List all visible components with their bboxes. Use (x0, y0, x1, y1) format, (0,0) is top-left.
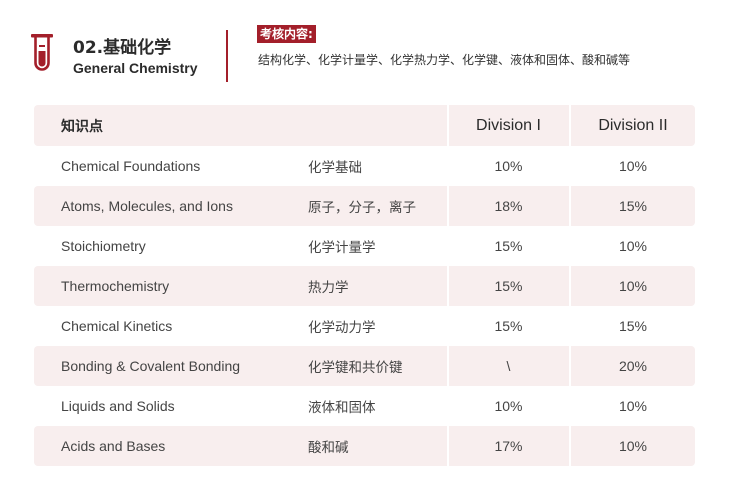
topic-english: Atoms, Molecules, and Ions (61, 198, 233, 214)
topics-table: 知识点 Division I Division II Chemical Foun… (34, 105, 695, 466)
division-2-weight: 10% (618, 278, 648, 294)
topic-english: Chemical Foundations (61, 158, 201, 174)
topic-english: Liquids and Solids (61, 398, 175, 414)
topic-chinese: 热力学 (308, 280, 349, 296)
table-row: Atoms, Molecules, and Ions 原子，分子，离子 18% 15% (34, 186, 695, 226)
header-division-2: Division II (598, 116, 668, 134)
division-2-weight: 10% (618, 238, 648, 254)
division-2-weight: 10% (618, 158, 648, 174)
table-row: Thermochemistry 热力学 15% 10% (34, 266, 695, 306)
topic-chinese: 化学基础 (308, 160, 362, 176)
column-separator (447, 426, 449, 466)
column-separator (569, 266, 571, 306)
division-1-weight: 10% (494, 158, 523, 174)
topic-chinese: 液体和固体 (308, 400, 376, 416)
section-subtitle: General Chemistry (73, 60, 198, 76)
column-separator (569, 346, 571, 386)
table-row: Stoichiometry 化学计量学 15% 10% (34, 226, 695, 266)
column-separator (569, 426, 571, 466)
section-title: 02.基础化学 (73, 38, 172, 58)
topic-english: Stoichiometry (61, 238, 146, 254)
topic-english: Chemical Kinetics (61, 318, 173, 334)
table-row: Acids and Bases 酸和碱 17% 10% (34, 426, 695, 466)
topic-english: Thermochemistry (61, 278, 170, 294)
header: 02.基础化学 General Chemistry 考核内容: 结构化学、化学计… (0, 0, 733, 100)
topic-english: Acids and Bases (61, 438, 166, 454)
division-1-weight: 15% (494, 238, 523, 254)
division-2-weight: 20% (618, 358, 648, 374)
column-separator (447, 266, 449, 306)
division-2-weight: 10% (618, 398, 648, 414)
column-separator (569, 186, 571, 226)
column-separator (569, 105, 571, 146)
table-body: Chemical Foundations 化学基础 10% 10% Atoms, Mol… (34, 146, 695, 466)
table-row: Chemical Kinetics 化学动力学 15% 15% (34, 306, 695, 346)
header-division-1: Division I (476, 116, 541, 134)
test-tube-icon (31, 34, 53, 71)
division-2-weight: 10% (618, 438, 648, 454)
topic-chinese: 酸和碱 (308, 440, 349, 456)
column-separator (447, 346, 449, 386)
table-header-row: 知识点 Division I Division II (34, 105, 695, 146)
division-1-weight: 15% (494, 318, 523, 334)
division-1-weight: 18% (494, 198, 523, 214)
division-2-weight: 15% (618, 318, 648, 334)
division-1-weight: \ (506, 358, 511, 374)
division-2-weight: 15% (618, 198, 648, 214)
topic-chinese: 化学计量学 (308, 240, 376, 256)
topic-english: Bonding & Covalent Bonding (61, 358, 241, 374)
table-row: Liquids and Solids 液体和固体 10% 10% (34, 386, 695, 426)
division-1-weight: 10% (494, 398, 523, 414)
table-row: Chemical Foundations 化学基础 10% 10% (34, 146, 695, 186)
topic-chinese: 化学动力学 (308, 320, 376, 336)
content-badge: 考核内容: (257, 25, 316, 43)
table-row: Bonding & Covalent Bonding 化学键和共价键 \ 20% (34, 346, 695, 386)
content-summary: 结构化学、化学计量学、化学热力学、化学键、液体和固体、酸和碱等 (258, 53, 631, 67)
division-1-weight: 15% (494, 278, 523, 294)
topic-chinese: 化学键和共价键 (308, 360, 403, 376)
header-divider (226, 30, 228, 82)
header-topic: 知识点 (61, 118, 103, 135)
column-separator (447, 186, 449, 226)
column-separator (447, 105, 449, 146)
topic-chinese: 原子，分子，离子 (308, 200, 416, 216)
division-1-weight: 17% (494, 438, 523, 454)
